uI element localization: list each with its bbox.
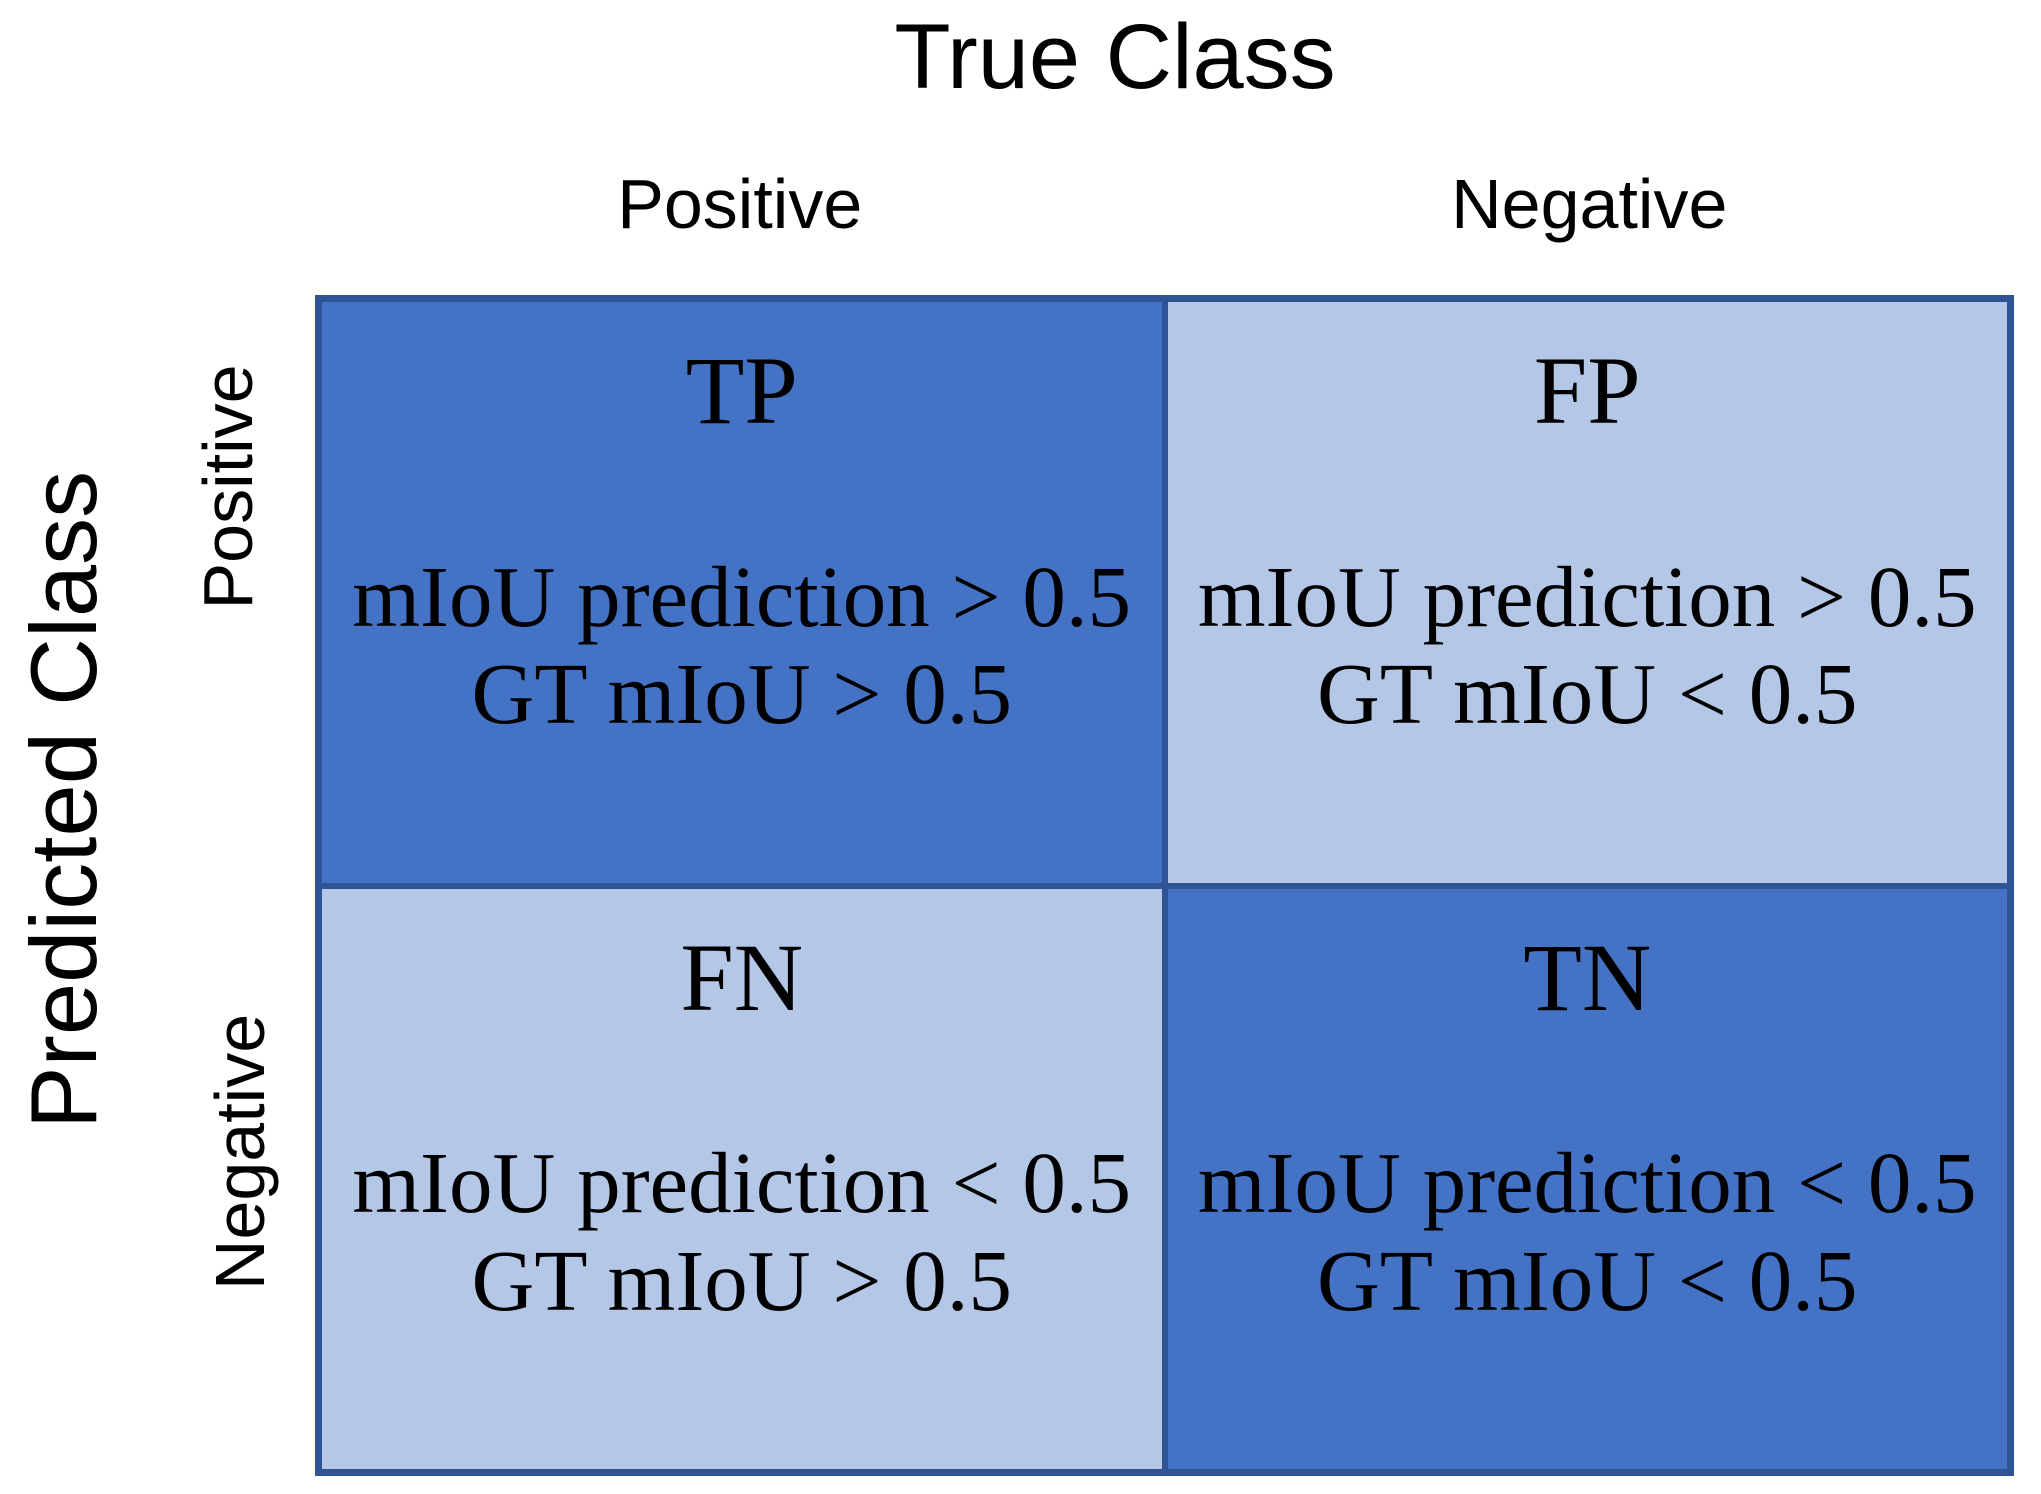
cell-true-positive: TP mIoU prediction > 0.5 GT mIoU > 0.5 <box>322 302 1162 883</box>
cell-tn-condition-2: GT mIoU < 0.5 <box>1317 1231 1858 1329</box>
cell-tp-condition-2: GT mIoU > 0.5 <box>471 645 1012 743</box>
cell-fn-condition-2: GT mIoU > 0.5 <box>471 1231 1012 1329</box>
cell-fn-conditions: mIoU prediction < 0.5 GT mIoU > 0.5 <box>352 1134 1131 1329</box>
cell-tp-abbreviation: TP <box>685 337 798 444</box>
cell-false-negative: FN mIoU prediction < 0.5 GT mIoU > 0.5 <box>322 888 1162 1469</box>
cell-tp-conditions: mIoU prediction > 0.5 GT mIoU > 0.5 <box>352 548 1131 743</box>
cell-false-positive: FP mIoU prediction > 0.5 GT mIoU < 0.5 <box>1167 302 2007 883</box>
row-header-positive: Positive <box>189 364 267 610</box>
row-header-negative: Negative <box>201 1013 279 1291</box>
column-headers: Positive Negative <box>315 148 2014 260</box>
x-axis-title: True Class <box>894 6 1336 108</box>
cell-fp-conditions: mIoU prediction > 0.5 GT mIoU < 0.5 <box>1198 548 1977 743</box>
y-axis-title: Predicted Class <box>11 470 116 1130</box>
column-header-positive: Positive <box>617 165 863 243</box>
cell-fn-condition-1: mIoU prediction < 0.5 <box>352 1134 1132 1232</box>
column-header-negative: Negative <box>1451 165 1728 243</box>
cell-fp-condition-1: mIoU prediction > 0.5 <box>1197 547 1977 645</box>
cell-fn-abbreviation: FN <box>680 923 804 1031</box>
cell-tp-condition-1: mIoU prediction > 0.5 <box>352 547 1132 645</box>
cell-true-negative: TN mIoU prediction < 0.5 GT mIoU < 0.5 <box>1167 888 2007 1469</box>
cell-tn-conditions: mIoU prediction < 0.5 GT mIoU < 0.5 <box>1198 1134 1977 1329</box>
cell-tn-abbreviation: TN <box>1523 923 1652 1031</box>
cell-fp-abbreviation: FP <box>1533 337 1641 444</box>
cell-fp-condition-2: GT mIoU < 0.5 <box>1317 645 1858 743</box>
confusion-matrix-grid: TP mIoU prediction > 0.5 GT mIoU > 0.5 F… <box>315 295 2014 1476</box>
cell-tn-condition-1: mIoU prediction < 0.5 <box>1197 1134 1977 1232</box>
